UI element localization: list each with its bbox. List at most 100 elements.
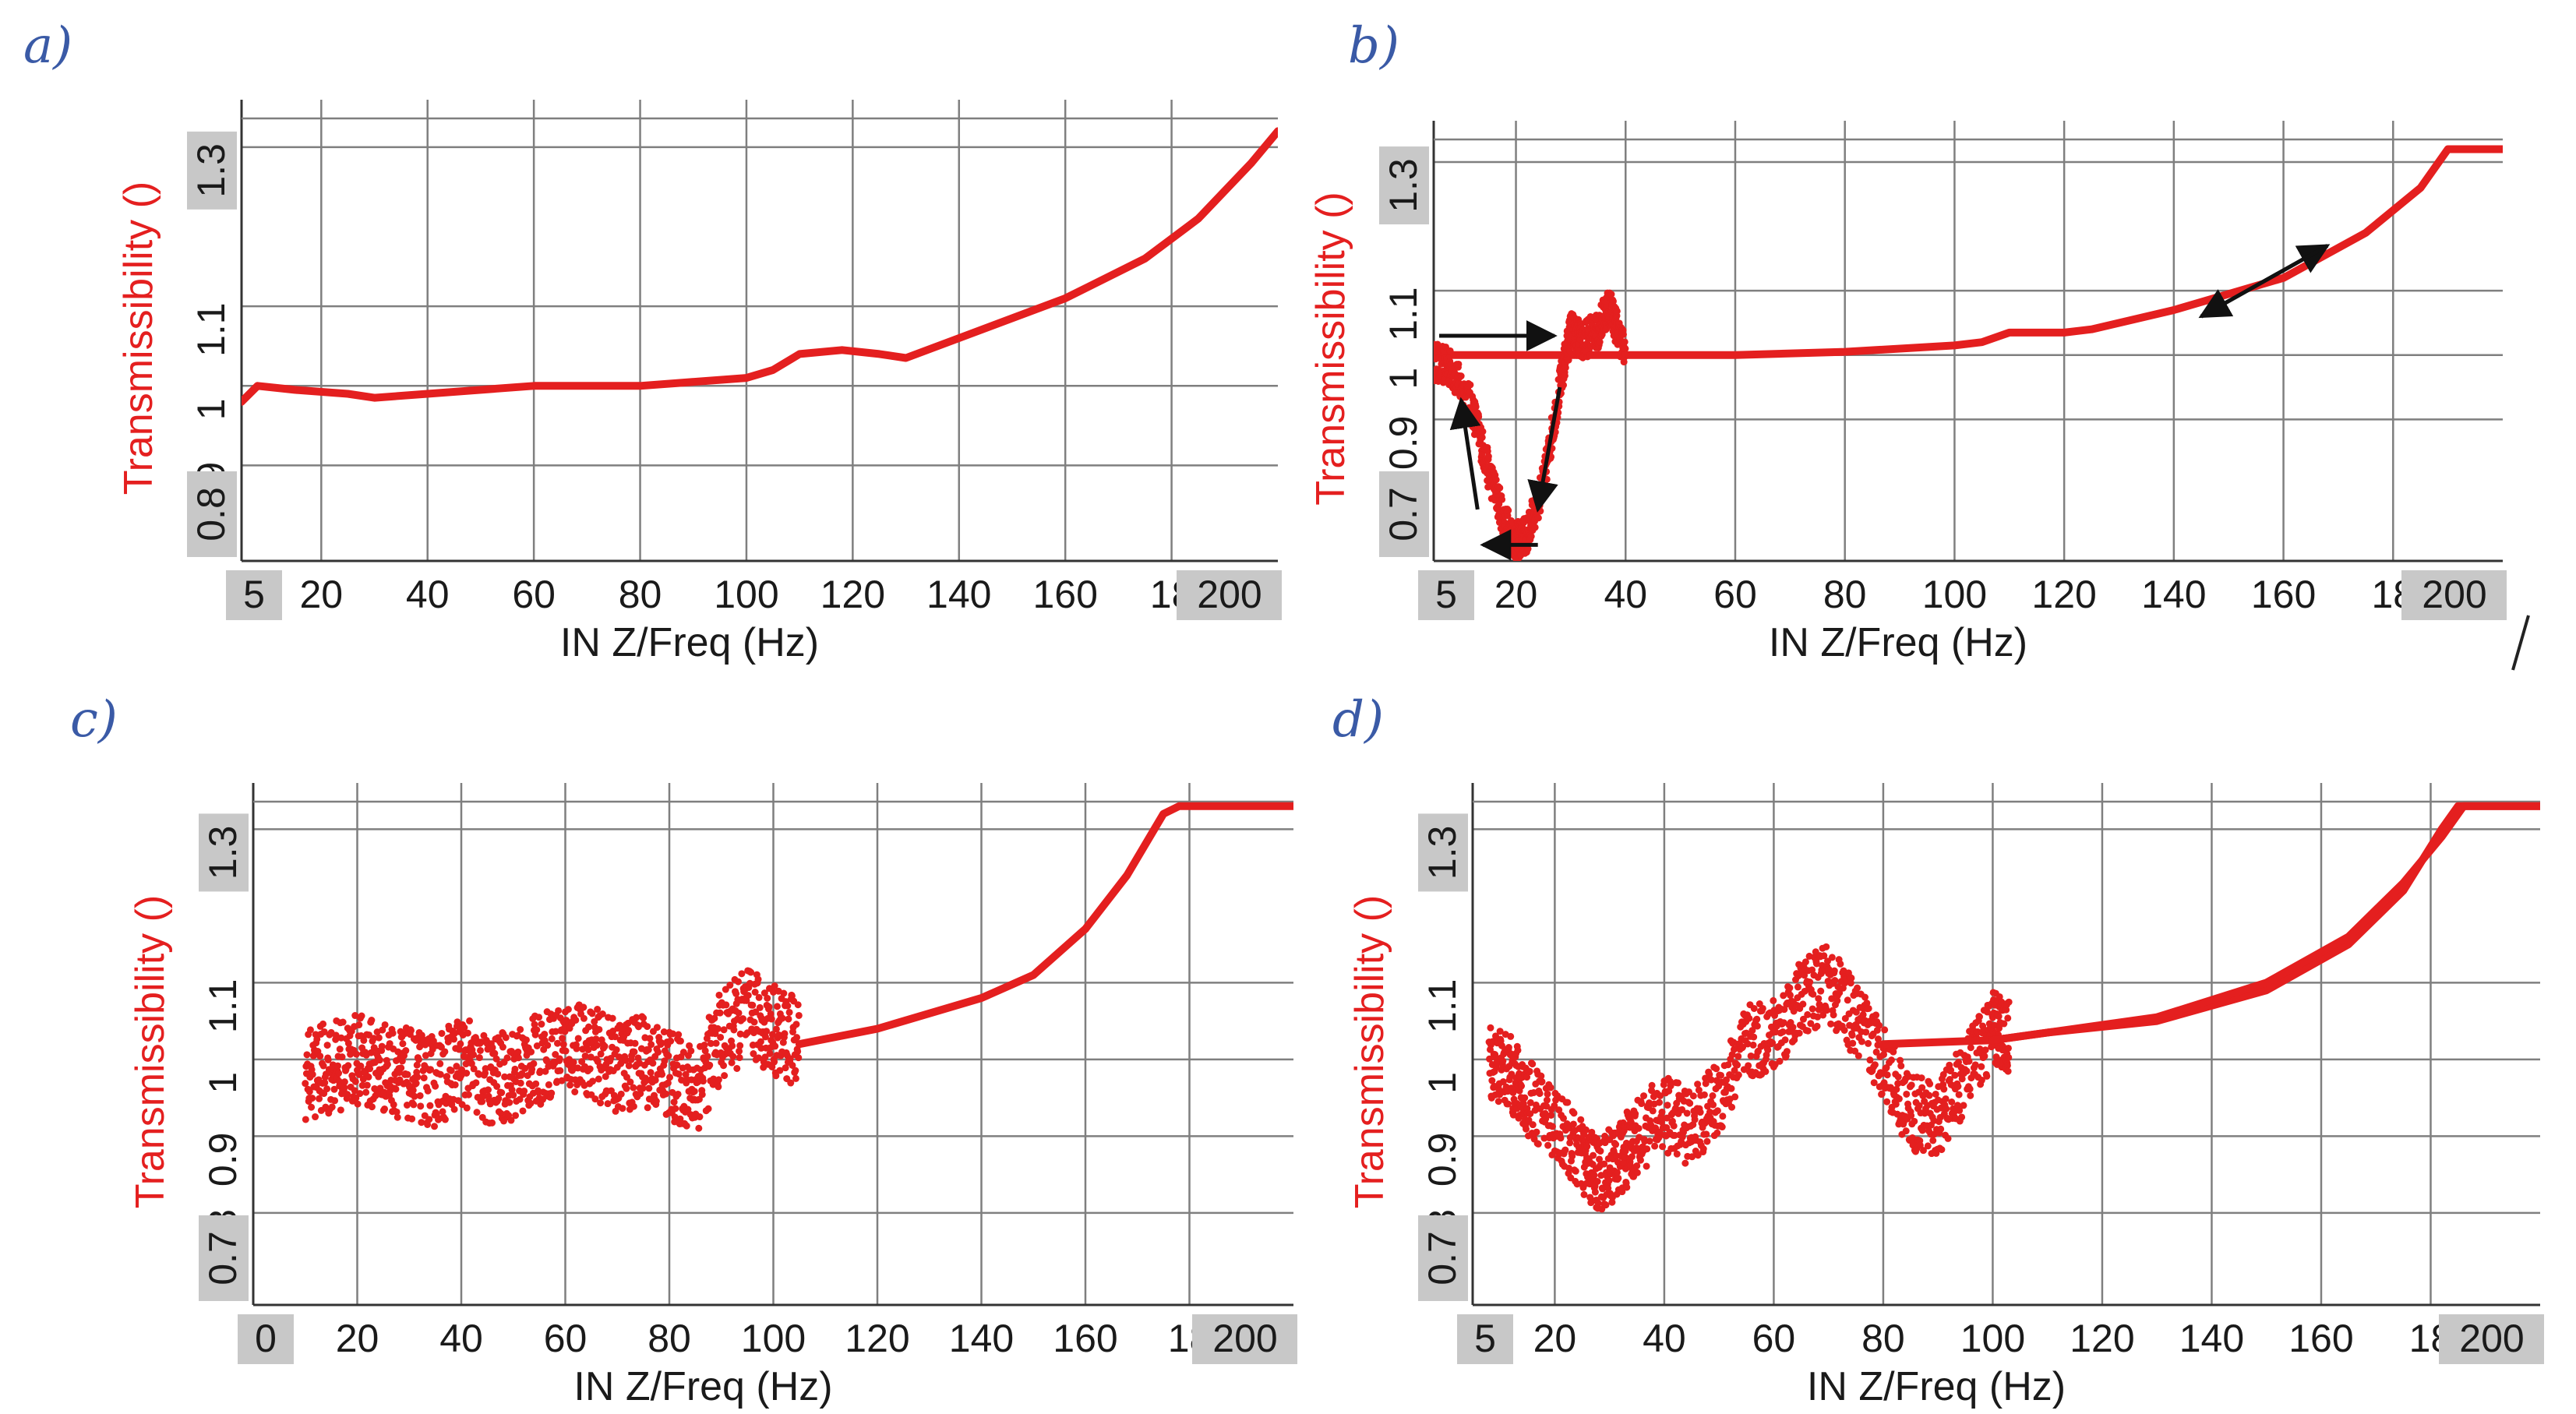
data-point xyxy=(729,1053,737,1060)
data-point xyxy=(1526,1098,1534,1106)
data-point xyxy=(302,1116,309,1123)
data-point xyxy=(1605,1176,1613,1184)
data-point xyxy=(1929,1137,1937,1144)
data-point xyxy=(351,1087,358,1095)
data-point xyxy=(1521,1094,1529,1102)
data-point xyxy=(1799,1015,1807,1023)
data-point xyxy=(699,1077,707,1085)
data-point xyxy=(1696,1109,1704,1116)
data-point xyxy=(1731,1093,1739,1101)
x-tick-label: 20 xyxy=(336,1317,379,1360)
data-point xyxy=(1794,983,1801,991)
data-point xyxy=(1534,514,1542,522)
data-point xyxy=(1907,1112,1915,1120)
x-tick-label: 80 xyxy=(1823,573,1867,616)
series-line xyxy=(1988,802,2540,1045)
data-point xyxy=(1847,974,1855,982)
data-point xyxy=(1434,355,1439,363)
data-point xyxy=(1938,1146,1946,1154)
data-point xyxy=(362,1088,370,1096)
data-point xyxy=(1916,1141,1924,1149)
data-point xyxy=(1499,1057,1507,1065)
data-point xyxy=(1830,967,1838,975)
data-point xyxy=(1995,1013,2003,1021)
data-point xyxy=(1570,1109,1578,1117)
series-0 xyxy=(302,967,803,1132)
x-tick-label: 160 xyxy=(2288,1317,2353,1360)
data-point xyxy=(715,1076,722,1084)
data-point xyxy=(1915,1102,1923,1109)
data-point xyxy=(721,1072,729,1080)
y-low-box xyxy=(1379,471,1429,557)
data-point xyxy=(736,1054,743,1062)
data-point xyxy=(1750,1033,1758,1041)
data-point xyxy=(676,1037,684,1045)
data-point xyxy=(1769,1039,1777,1047)
data-point xyxy=(1536,1090,1544,1098)
data-point xyxy=(1951,1071,1959,1079)
data-point xyxy=(564,1006,572,1014)
data-point xyxy=(674,1090,682,1098)
data-point xyxy=(1814,1013,1822,1021)
data-point xyxy=(545,1081,552,1088)
data-point xyxy=(1894,1073,1902,1081)
data-point xyxy=(366,1065,374,1073)
data-point xyxy=(1801,958,1809,966)
data-point xyxy=(1801,971,1808,979)
series-line xyxy=(795,802,1293,1049)
data-point xyxy=(1651,1142,1659,1150)
data-point xyxy=(1717,1071,1724,1079)
data-point xyxy=(479,1092,487,1100)
data-point xyxy=(1526,1110,1534,1118)
data-point xyxy=(749,1001,757,1009)
data-point xyxy=(494,1070,502,1078)
data-point xyxy=(1547,1084,1554,1091)
data-point xyxy=(722,986,729,993)
data-point xyxy=(647,1069,655,1077)
y-low-label: 0.7 xyxy=(1420,1231,1464,1285)
data-point xyxy=(1813,1022,1821,1030)
x-tick-label: 120 xyxy=(820,573,885,616)
data-point xyxy=(499,1043,506,1051)
data-point xyxy=(664,1079,672,1087)
data-point xyxy=(1602,1201,1610,1209)
data-point xyxy=(559,1035,566,1042)
data-point xyxy=(337,1106,344,1114)
x-tick-label: 100 xyxy=(741,1317,806,1360)
data-point xyxy=(1507,1032,1515,1040)
data-point xyxy=(587,1053,595,1061)
data-point xyxy=(1940,1085,1948,1093)
data-point xyxy=(1723,1076,1731,1084)
data-point xyxy=(644,1104,651,1112)
data-point xyxy=(774,1003,782,1010)
data-point xyxy=(517,1025,524,1033)
data-point xyxy=(530,1060,538,1067)
data-point xyxy=(793,1034,801,1042)
x-axis-label: IN Z/Freq (Hz) xyxy=(573,1364,832,1409)
data-point xyxy=(1878,1090,1886,1098)
data-point xyxy=(734,978,742,986)
data-point xyxy=(503,1054,511,1062)
data-point xyxy=(730,1026,738,1034)
data-point xyxy=(1981,1046,1989,1054)
y-tick-label: 1.3 xyxy=(1382,158,1425,213)
data-point xyxy=(1478,433,1486,441)
series-0 xyxy=(1485,943,2013,1213)
data-point xyxy=(341,1084,348,1091)
data-point xyxy=(1560,381,1568,389)
data-point xyxy=(792,1067,799,1074)
data-point xyxy=(1659,1143,1667,1151)
data-point xyxy=(1837,960,1844,968)
data-point xyxy=(619,1105,626,1113)
data-point xyxy=(1881,1026,1889,1034)
data-point xyxy=(757,1038,764,1046)
data-point xyxy=(720,1026,728,1034)
data-point xyxy=(344,1091,351,1098)
data-point xyxy=(1683,1109,1691,1117)
data-point xyxy=(1918,1084,1926,1091)
data-point xyxy=(464,1091,472,1098)
data-point xyxy=(1564,1098,1572,1106)
data-point xyxy=(695,1124,703,1132)
data-point xyxy=(566,1081,574,1089)
